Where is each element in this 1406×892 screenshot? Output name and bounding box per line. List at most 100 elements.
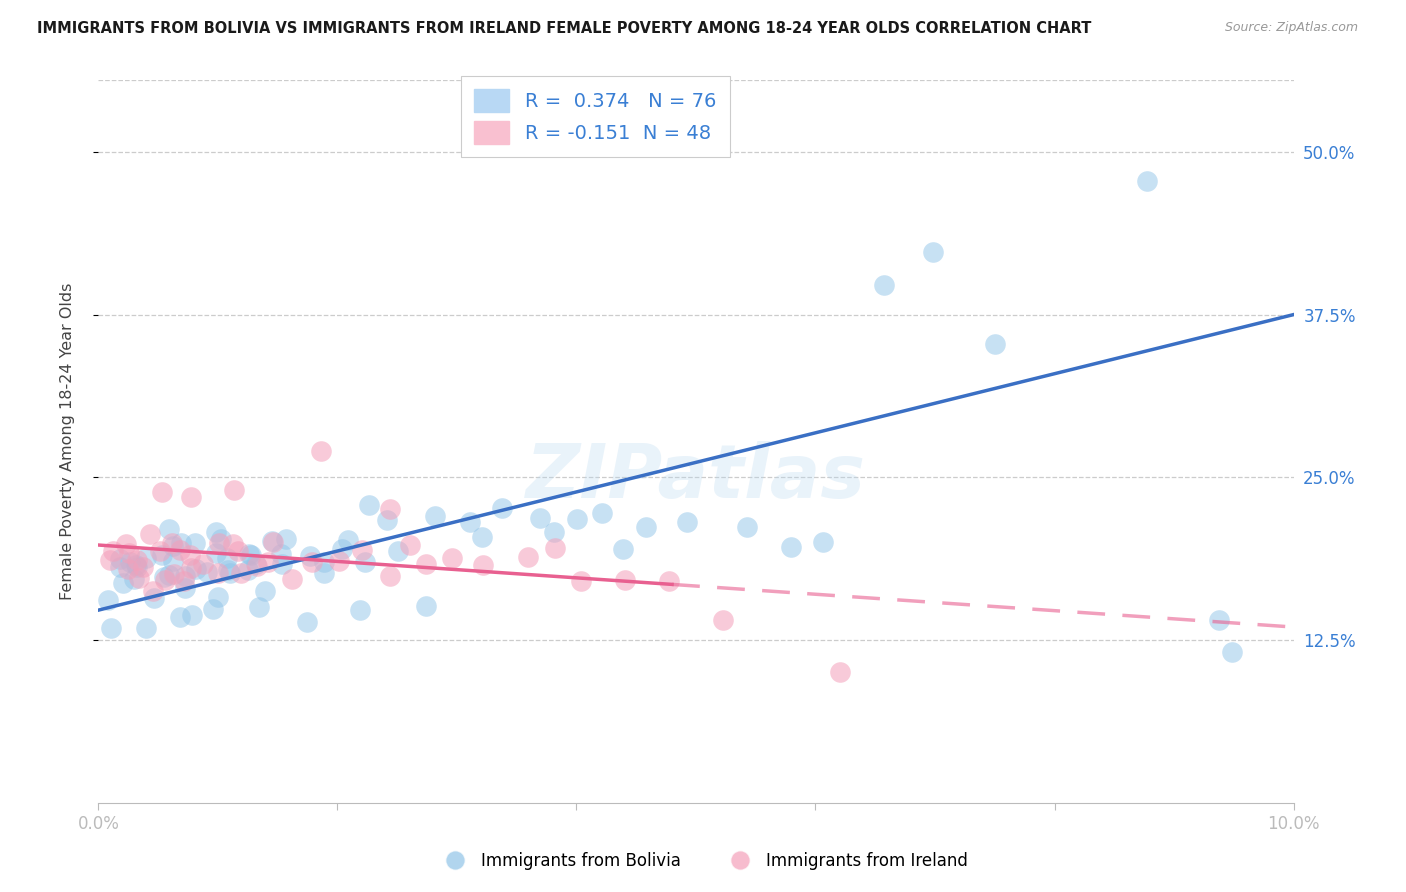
Point <box>124 572 146 586</box>
Point <box>149 543 172 558</box>
Point <box>98 553 121 567</box>
Point <box>256 555 278 569</box>
Point <box>153 574 176 588</box>
Point <box>299 549 322 563</box>
Point <box>357 498 380 512</box>
Y-axis label: Female Poverty Among 18-24 Year Olds: Female Poverty Among 18-24 Year Olds <box>60 283 75 600</box>
Point <box>565 512 588 526</box>
Point <box>614 574 637 588</box>
Point <box>222 537 245 551</box>
Point <box>153 570 176 584</box>
Point <box>312 566 335 580</box>
Point <box>529 511 551 525</box>
Point <box>349 603 371 617</box>
Point <box>301 556 323 570</box>
Text: ZIPatlas: ZIPatlas <box>526 442 866 514</box>
Point <box>169 543 191 558</box>
Point <box>441 550 464 565</box>
Point <box>139 527 162 541</box>
Point <box>309 444 332 458</box>
Point <box>516 549 538 564</box>
Point <box>491 501 513 516</box>
Point <box>204 545 226 559</box>
Point <box>162 539 184 553</box>
Point <box>174 581 197 595</box>
Point <box>569 574 592 589</box>
Point <box>543 525 565 540</box>
Point <box>1136 174 1159 188</box>
Point <box>873 277 896 292</box>
Text: IMMIGRANTS FROM BOLIVIA VS IMMIGRANTS FROM IRELAND FEMALE POVERTY AMONG 18-24 YE: IMMIGRANTS FROM BOLIVIA VS IMMIGRANTS FR… <box>37 21 1091 37</box>
Point <box>117 562 139 576</box>
Point <box>179 548 201 562</box>
Point <box>270 547 292 561</box>
Point <box>207 590 229 604</box>
Point <box>398 538 420 552</box>
Point <box>415 599 437 614</box>
Point <box>1208 614 1230 628</box>
Point <box>195 566 218 580</box>
Point <box>160 535 183 549</box>
Point <box>828 665 851 680</box>
Point <box>108 560 131 574</box>
Point <box>219 566 242 581</box>
Point <box>262 534 284 549</box>
Point <box>201 602 224 616</box>
Point <box>135 550 157 565</box>
Point <box>224 483 246 497</box>
Point <box>184 536 207 550</box>
Point <box>111 576 134 591</box>
Point <box>191 557 214 571</box>
Point <box>471 530 494 544</box>
Legend: Immigrants from Bolivia, Immigrants from Ireland: Immigrants from Bolivia, Immigrants from… <box>432 846 974 877</box>
Point <box>387 544 409 558</box>
Point <box>314 555 336 569</box>
Point <box>328 554 350 568</box>
Point <box>254 584 277 599</box>
Point <box>811 535 834 549</box>
Point <box>337 533 360 548</box>
Point <box>228 544 250 558</box>
Point <box>157 567 180 582</box>
Point <box>125 558 148 572</box>
Point <box>658 574 681 588</box>
Point <box>544 541 567 556</box>
Point <box>128 571 150 585</box>
Point <box>101 544 124 558</box>
Point <box>174 568 197 582</box>
Point <box>274 533 297 547</box>
Point <box>984 336 1007 351</box>
Point <box>180 490 202 504</box>
Point <box>375 513 398 527</box>
Point <box>246 559 269 574</box>
Point <box>425 509 447 524</box>
Point <box>207 566 229 581</box>
Point <box>115 537 138 551</box>
Point <box>143 591 166 605</box>
Point <box>236 563 259 577</box>
Point <box>231 566 253 581</box>
Point <box>380 501 402 516</box>
Point <box>118 546 141 560</box>
Point <box>636 519 658 533</box>
Point <box>591 507 613 521</box>
Point <box>780 540 803 554</box>
Point <box>262 533 284 548</box>
Point <box>378 569 401 583</box>
Point <box>180 607 202 622</box>
Point <box>676 515 699 529</box>
Point <box>247 599 270 614</box>
Point <box>271 557 294 571</box>
Point <box>157 522 180 536</box>
Point <box>125 560 148 574</box>
Point <box>125 553 148 567</box>
Text: Source: ZipAtlas.com: Source: ZipAtlas.com <box>1225 21 1358 35</box>
Point <box>118 555 141 569</box>
Point <box>415 557 437 571</box>
Point <box>169 536 191 550</box>
Point <box>97 593 120 607</box>
Point <box>180 561 202 575</box>
Point <box>472 558 495 573</box>
Point <box>169 609 191 624</box>
Point <box>217 564 239 578</box>
